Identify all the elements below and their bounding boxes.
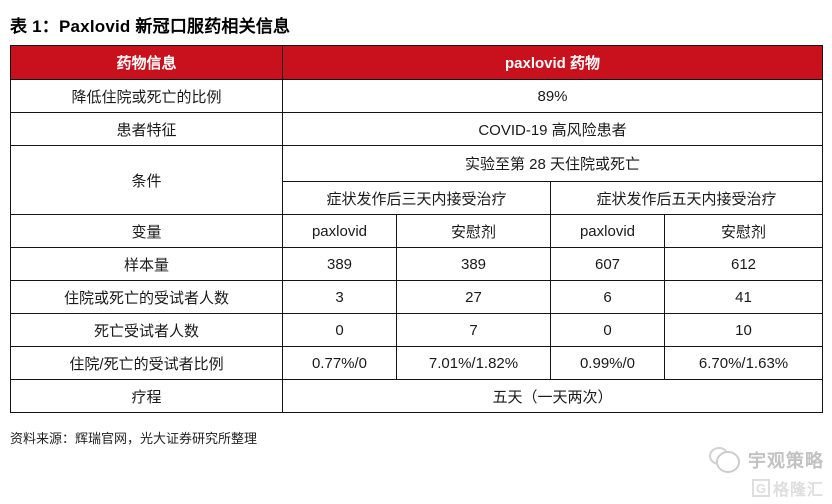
row-condition-top: 条件 实验至第 28 天住院或死亡 (10, 145, 824, 215)
table-cell: 症状发作后五天内接受治疗 (549, 181, 824, 215)
table-header-row: 药物信息 paxlovid 药物 (10, 45, 824, 80)
row-label-cell: 住院或死亡的受试者人数 (10, 280, 283, 314)
source-note: 资料来源：辉瑞官网，光大证券研究所整理 (10, 431, 258, 446)
paxlovid-info-table: 药物信息 paxlovid 药物 降低住院或死亡的比例 89% 患者特征 COV… (10, 45, 824, 413)
table-cell: 6 (550, 280, 665, 314)
row-reduction-rate: 降低住院或死亡的比例 89% (10, 79, 824, 113)
table-cell: paxlovid (282, 214, 397, 248)
table-cell: 0 (282, 313, 397, 347)
table-cell: 安慰剂 (396, 214, 551, 248)
table-cell: 389 (282, 247, 397, 281)
row-label-cell: 疗程 (10, 379, 283, 413)
gelonghui-logo-text: 格隆汇 (772, 482, 824, 499)
table-cell: 7.01%/1.82% (396, 346, 551, 380)
gelonghui-g-icon: G (751, 479, 770, 497)
table-cell: paxlovid (550, 214, 665, 248)
table-cell: 607 (550, 247, 665, 281)
yuguan-circles-icon (709, 447, 740, 473)
table-cell: 89% (281, 79, 824, 113)
table-cell: 0.77%/0 (282, 346, 397, 380)
row-hospitalized-or-death-count: 住院或死亡的受试者人数 3 27 6 41 (10, 280, 824, 314)
table-cell: 安慰剂 (663, 214, 824, 248)
table-cell: 五天（一天两次） (281, 379, 824, 413)
row-label-cell: 降低住院或死亡的比例 (10, 79, 283, 113)
table-cell: 41 (663, 280, 824, 314)
row-ratio: 住院/死亡的受试者比例 0.77%/0 7.01%/1.82% 0.99%/0 … (10, 346, 824, 380)
header-cell-paxlovid-drug: paxlovid 药物 (281, 45, 824, 80)
row-label-cell: 死亡受试者人数 (10, 313, 283, 347)
gelonghui-logo: G 格隆汇 (674, 476, 824, 500)
row-patient-traits: 患者特征 COVID-19 高风险患者 (10, 112, 824, 146)
table-cell: 0.99%/0 (550, 346, 665, 380)
table-cell: 3 (282, 280, 397, 314)
row-label-cell: 变量 (10, 214, 283, 248)
table-cell: 10 (663, 313, 824, 347)
table-cell: 0 (550, 313, 665, 347)
table-cell: 389 (396, 247, 551, 281)
watermark-brand-line: 宇观策略 (674, 446, 824, 474)
row-label-cell: 条件 (10, 145, 283, 215)
row-variable: 变量 paxlovid 安慰剂 paxlovid 安慰剂 (10, 214, 824, 248)
table-cell: 6.70%/1.63% (663, 346, 824, 380)
table-cell: 612 (663, 247, 824, 281)
table-cell: 7 (396, 313, 551, 347)
watermark: 宇观策略 G 格隆汇 (674, 446, 824, 500)
header-cell-drug-info: 药物信息 (10, 45, 283, 80)
page-title: 表 1：Paxlovid 新冠口服药相关信息 (10, 17, 291, 36)
row-condition-sub: 症状发作后三天内接受治疗 症状发作后五天内接受治疗 (11, 181, 824, 215)
table-cell: COVID-19 高风险患者 (281, 112, 824, 146)
row-death-count: 死亡受试者人数 0 7 0 10 (10, 313, 824, 347)
row-label-cell: 住院/死亡的受试者比例 (10, 346, 283, 380)
row-label-cell: 患者特征 (10, 112, 283, 146)
row-treatment-course: 疗程 五天（一天两次） (10, 379, 824, 413)
watermark-brand-text: 宇观策略 (748, 451, 824, 471)
row-label-cell: 样本量 (10, 247, 283, 281)
table-cell: 症状发作后三天内接受治疗 (282, 181, 551, 215)
row-sample-size: 样本量 389 389 607 612 (10, 247, 824, 281)
table-cell: 实验至第 28 天住院或死亡 (281, 145, 824, 182)
table-cell: 27 (396, 280, 551, 314)
